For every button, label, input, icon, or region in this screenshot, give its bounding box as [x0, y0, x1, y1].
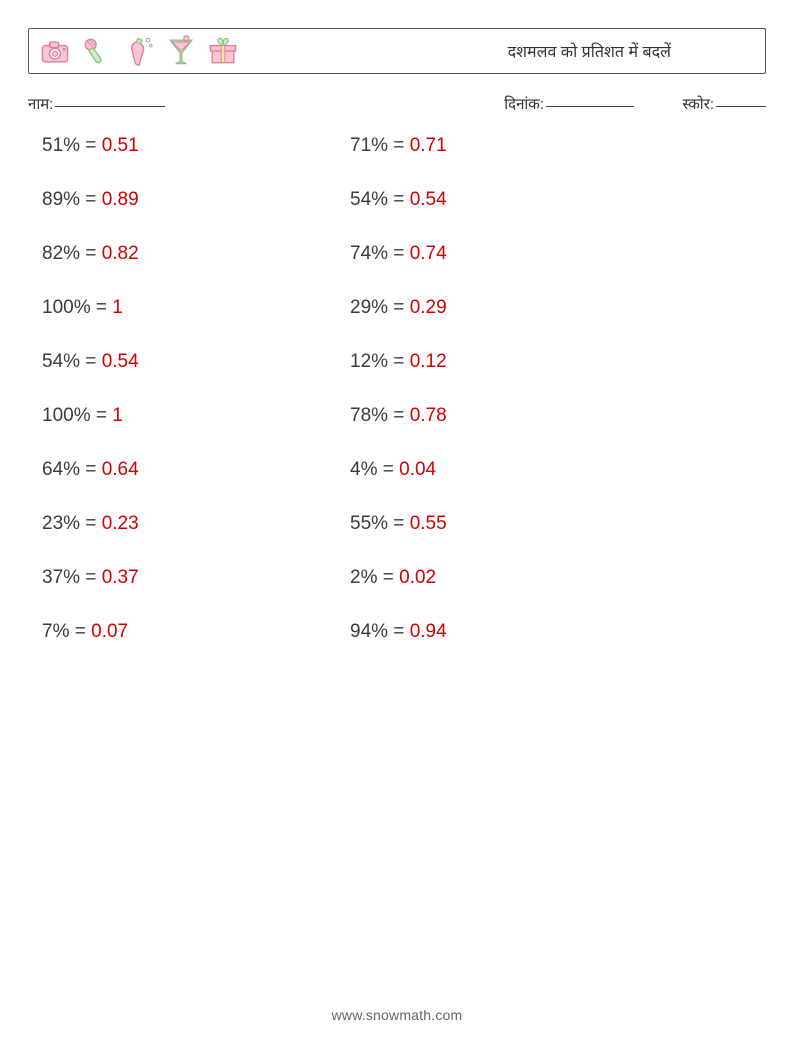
- problem-cell: 55% = 0.55: [350, 513, 658, 535]
- score-field: स्कोर:: [682, 94, 766, 114]
- answer-value: 0.37: [102, 567, 139, 588]
- answer-value: 0.71: [410, 135, 447, 156]
- problem-cell: 54% = 0.54: [350, 189, 658, 211]
- problem-grid: 51% = 0.51 71% = 0.71 89% = 0.89 54% = 0…: [42, 135, 742, 643]
- problem-cell: 29% = 0.29: [350, 297, 658, 319]
- problem-cell: 100% = 1: [42, 297, 350, 319]
- problem-cell: 7% = 0.07: [42, 621, 350, 643]
- percent-value: 55%: [350, 513, 388, 534]
- answer-value: 1: [112, 405, 123, 426]
- answer-value: 0.29: [410, 297, 447, 318]
- percent-value: 94%: [350, 621, 388, 642]
- problem-cell: 74% = 0.74: [350, 243, 658, 265]
- footer-url: www.snowmath.com: [0, 1007, 794, 1023]
- problem-cell: 37% = 0.37: [42, 567, 350, 589]
- name-field: नाम:: [28, 94, 165, 114]
- percent-value: 82%: [42, 243, 80, 264]
- answer-value: 0.54: [102, 351, 139, 372]
- percent-value: 100%: [42, 405, 91, 426]
- problem-cell: 89% = 0.89: [42, 189, 350, 211]
- problem-cell: 71% = 0.71: [350, 135, 658, 157]
- percent-value: 2%: [350, 567, 377, 588]
- problem-cell: 12% = 0.12: [350, 351, 658, 373]
- problem-cell: 82% = 0.82: [42, 243, 350, 265]
- funnel-icon: [163, 33, 199, 69]
- bottle-icon: [121, 33, 157, 69]
- answer-value: 0.55: [410, 513, 447, 534]
- answer-value: 0.04: [399, 459, 436, 480]
- microphone-icon: [79, 33, 115, 69]
- percent-value: 7%: [42, 621, 69, 642]
- answer-value: 0.82: [102, 243, 139, 264]
- answer-value: 0.64: [102, 459, 139, 480]
- date-field: दिनांक:: [504, 94, 634, 114]
- percent-value: 89%: [42, 189, 80, 210]
- answer-value: 0.78: [410, 405, 447, 426]
- answer-value: 0.54: [410, 189, 447, 210]
- name-blank[interactable]: [55, 106, 165, 107]
- percent-value: 12%: [350, 351, 388, 372]
- date-label: दिनांक:: [504, 96, 544, 113]
- percent-value: 74%: [350, 243, 388, 264]
- camera-icon: [37, 33, 73, 69]
- name-label: नाम:: [28, 96, 53, 113]
- score-blank[interactable]: [716, 106, 766, 107]
- percent-value: 29%: [350, 297, 388, 318]
- answer-value: 0.94: [410, 621, 447, 642]
- percent-value: 37%: [42, 567, 80, 588]
- problem-cell: 100% = 1: [42, 405, 350, 427]
- worksheet-title: दशमलव को प्रतिशत में बदलें: [508, 40, 671, 62]
- percent-value: 54%: [42, 351, 80, 372]
- percent-value: 51%: [42, 135, 80, 156]
- percent-value: 23%: [42, 513, 80, 534]
- answer-value: 0.89: [102, 189, 139, 210]
- answer-value: 0.12: [410, 351, 447, 372]
- header-bar: दशमलव को प्रतिशत में बदलें: [28, 28, 766, 74]
- problem-cell: 23% = 0.23: [42, 513, 350, 535]
- percent-value: 54%: [350, 189, 388, 210]
- answer-value: 0.51: [102, 135, 139, 156]
- answer-value: 0.23: [102, 513, 139, 534]
- problem-cell: 51% = 0.51: [42, 135, 350, 157]
- score-label: स्कोर:: [682, 96, 714, 113]
- percent-value: 71%: [350, 135, 388, 156]
- problem-cell: 78% = 0.78: [350, 405, 658, 427]
- answer-value: 0.74: [410, 243, 447, 264]
- answer-value: 1: [112, 297, 123, 318]
- problem-cell: 2% = 0.02: [350, 567, 658, 589]
- problem-cell: 64% = 0.64: [42, 459, 350, 481]
- icon-strip: [37, 33, 241, 69]
- percent-value: 100%: [42, 297, 91, 318]
- answer-value: 0.07: [91, 621, 128, 642]
- problem-cell: 54% = 0.54: [42, 351, 350, 373]
- percent-value: 64%: [42, 459, 80, 480]
- percent-value: 78%: [350, 405, 388, 426]
- date-blank[interactable]: [546, 106, 634, 107]
- answer-value: 0.02: [399, 567, 436, 588]
- percent-value: 4%: [350, 459, 377, 480]
- problem-cell: 4% = 0.04: [350, 459, 658, 481]
- gift-icon: [205, 33, 241, 69]
- problem-cell: 94% = 0.94: [350, 621, 658, 643]
